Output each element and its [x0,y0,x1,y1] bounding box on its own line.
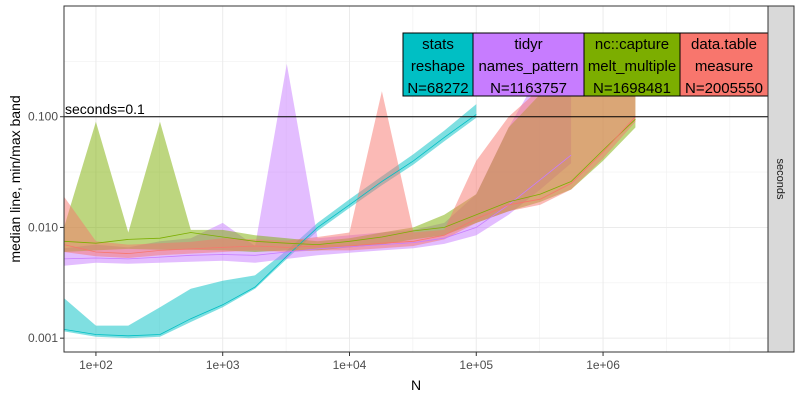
facet-strip [767,5,795,353]
legend-box-rect [472,32,585,97]
series-lines [64,114,636,337]
legend-box-text: names_pattern [478,58,578,75]
y-axis-ticks: 0.001 0.010 0.100 [28,110,64,345]
series-line-2 [64,118,636,246]
legend-box-1: tidyr names_pattern N=1163757 [472,32,585,97]
legend-box-rect [402,32,474,97]
legend-box-text: N=1698481 [593,80,671,97]
legend-box-text: stats [422,36,454,53]
y-tick-label: 0.010 [28,220,58,234]
legend-box-text: measure [695,58,753,75]
legend-boxes: stats reshape N=68272 tidyr names_pattern N=1… [402,32,769,97]
x-tick-label: 1e+05 [459,358,493,372]
x-axis-title: N [411,377,421,393]
legend-box-text: reshape [411,58,465,75]
series-line-1 [64,154,572,260]
legend-box-3: data.table measure N=2005550 [679,32,769,97]
series-line-3 [64,116,636,255]
y-tick-label: 0.001 [28,331,58,345]
legend-box-rect [583,32,681,97]
legend-box-text: melt_multiple [588,58,676,75]
reference-line-group: seconds=0.1 [64,101,768,118]
x-tick-label: 1e+04 [333,358,367,372]
reference-line-label: seconds=0.1 [65,101,145,117]
series-band-3 [64,47,636,259]
x-tick-label: 1e+06 [586,358,620,372]
x-axis-ticks: 1e+02 1e+03 1e+04 1e+05 1e+06 [79,352,620,372]
y-axis-title: median line, min/max band [7,95,23,262]
facet-strip-label: seconds [774,159,786,200]
legend-box-text: N=2005550 [685,80,763,97]
y-tick-label: 0.100 [28,110,58,124]
series-bands [64,44,636,339]
series-line-0 [64,114,477,337]
legend-box-text: tidyr [514,36,542,53]
legend-box-text: N=1163757 [490,80,567,97]
legend-box-text: nc::capture [595,36,669,53]
x-tick-label: 1e+02 [79,358,113,372]
legend-box-0: stats reshape N=68272 [402,32,474,97]
legend-box-text: data.table [691,36,757,53]
x-tick-label: 1e+03 [206,358,240,372]
legend-box-text: N=68272 [407,80,468,97]
